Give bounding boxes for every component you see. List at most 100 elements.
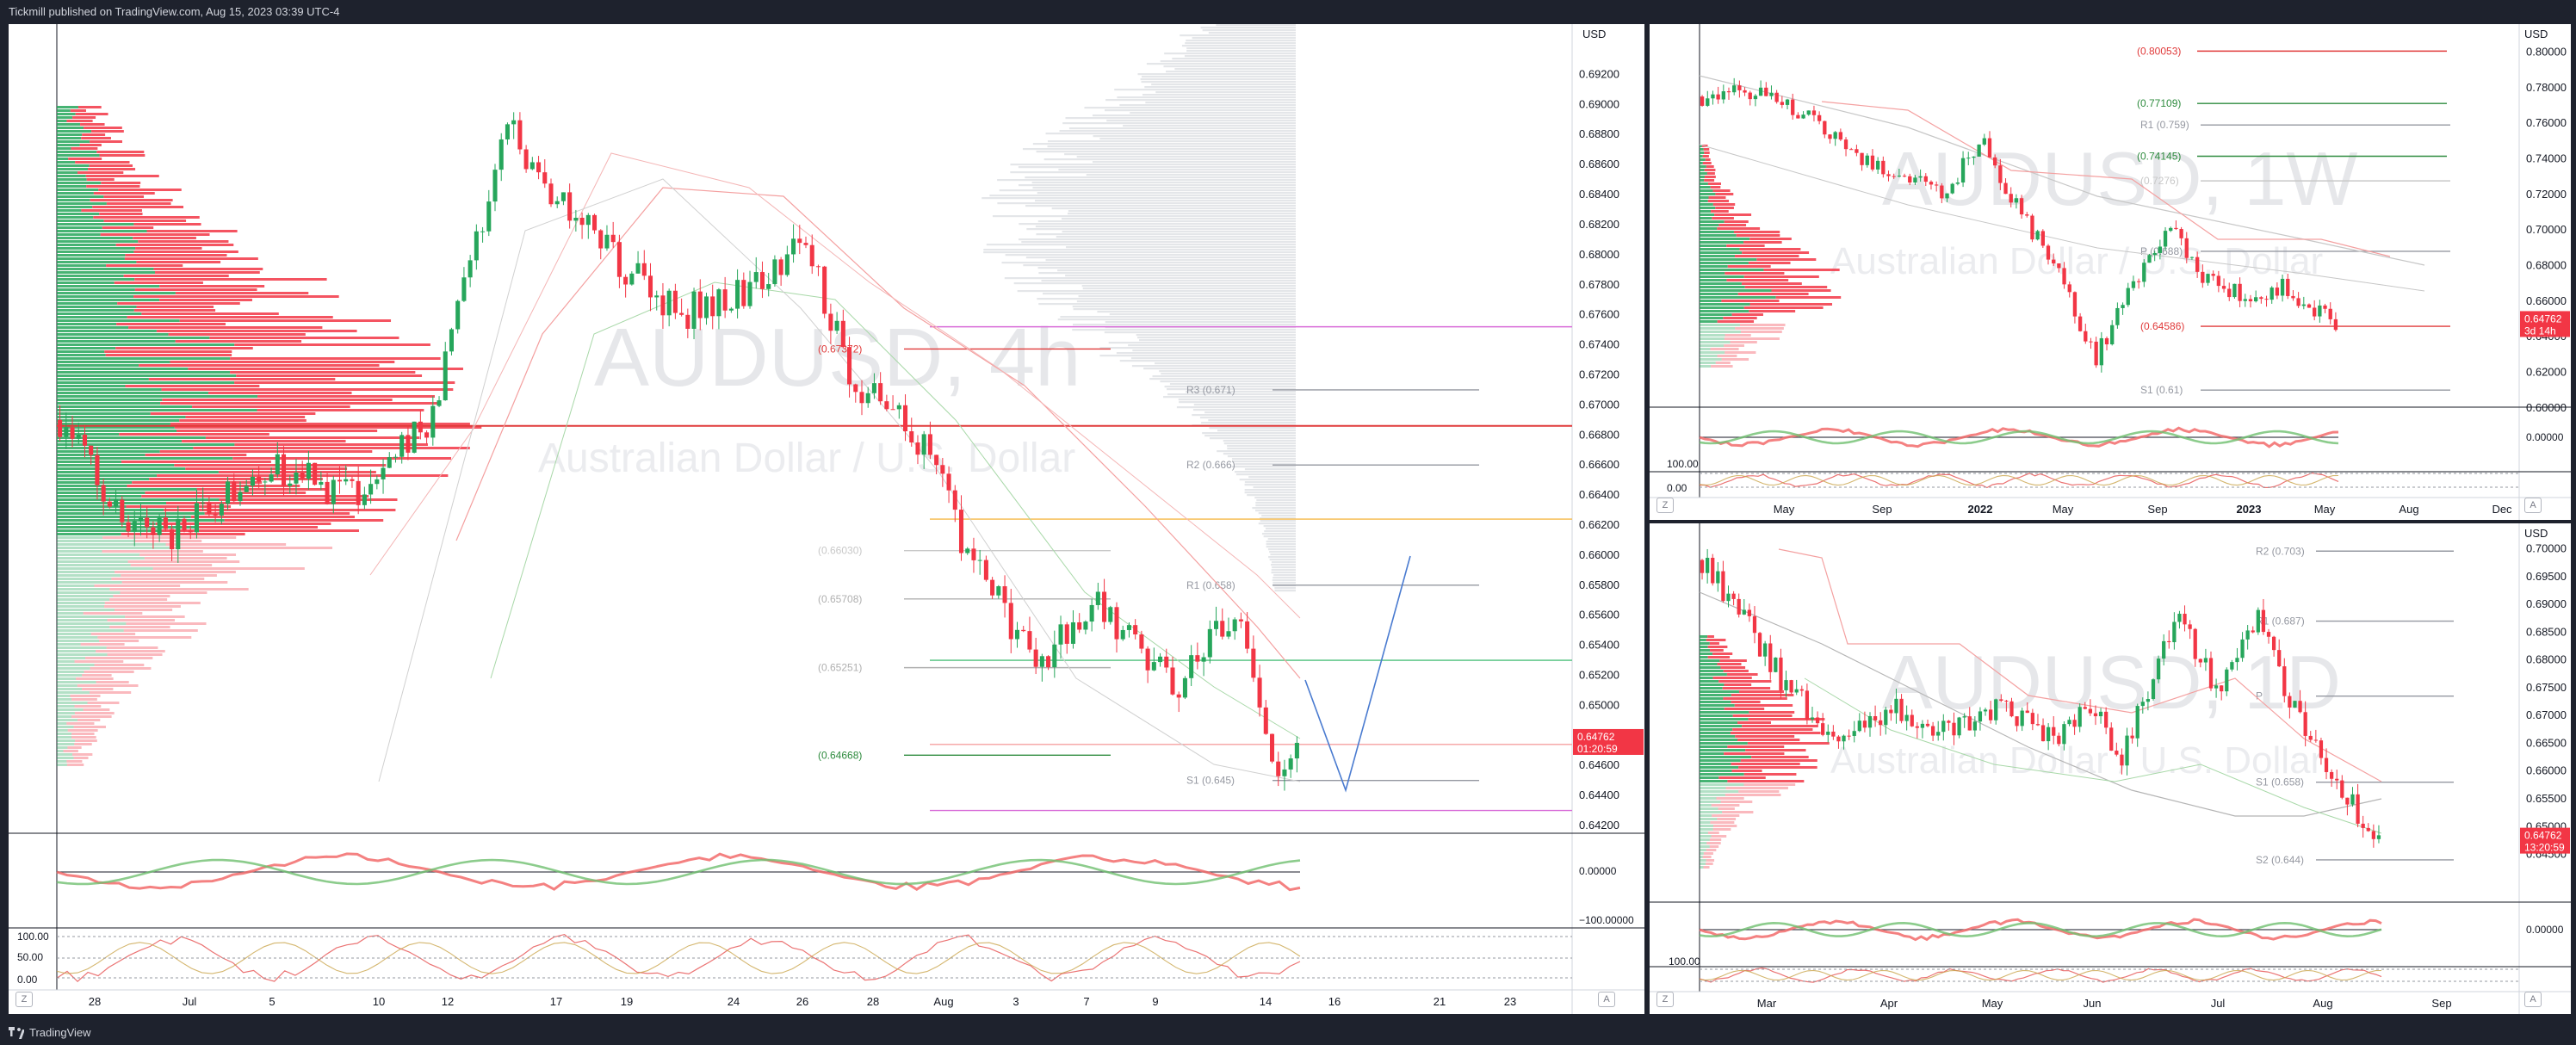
auto-scale-button[interactable]: A	[2524, 992, 2542, 1007]
volume-profile-bar	[1128, 344, 1296, 347]
volume-profile-buy-bar	[57, 340, 176, 343]
volume-profile-sell-bar	[73, 726, 106, 728]
volume-profile-buy-bar	[57, 591, 121, 594]
volume-profile-bar	[1151, 83, 1296, 86]
candle-body	[2131, 281, 2136, 288]
volume-profile-bar	[1062, 122, 1296, 125]
auto-scale-button[interactable]: A	[2524, 498, 2542, 513]
volume-profile-sell-bar	[224, 519, 384, 522]
volume-profile-buy-bar	[1700, 293, 1738, 295]
volume-profile-bar	[989, 195, 1296, 197]
auto-scale-button[interactable]: A	[1598, 992, 1615, 1007]
volume-profile-sell-bar	[1703, 866, 1710, 869]
volume-profile-sell-bar	[71, 698, 97, 701]
volume-profile-sell-bar	[1725, 351, 1756, 354]
volume-profile-sell-bar	[103, 220, 187, 222]
volume-profile-buy-bar	[1700, 756, 1752, 758]
candle-body	[2089, 341, 2093, 343]
volume-profile-bar	[1097, 311, 1296, 313]
volume-profile-bar	[1072, 306, 1296, 308]
volume-profile-bar	[1099, 138, 1296, 140]
volume-profile-sell-bar	[121, 574, 217, 577]
volume-profile-buy-bar	[57, 326, 129, 329]
volume-profile-sell-bar	[68, 158, 102, 160]
time-tick-label: 21	[1434, 995, 1446, 1008]
volume-profile-buy-bar	[1700, 708, 1725, 710]
footer-brand[interactable]: TradingView	[29, 1026, 91, 1039]
candle-body	[2301, 304, 2306, 306]
volume-profile-sell-bar	[111, 578, 205, 580]
volume-profile-bar	[1130, 112, 1296, 114]
chart-1w-svg[interactable]: AUDUSD, 1W Australian Dollar / U.S. Doll…	[1650, 24, 2571, 520]
candle-body	[1757, 633, 1762, 657]
chart-4h-svg[interactable]: AUDUSD, 4h Australian Dollar / U.S. Doll…	[9, 24, 1644, 1014]
candle-body	[1983, 709, 1988, 712]
volume-profile-sell-bar	[81, 209, 142, 212]
candle-body	[971, 548, 976, 560]
candle-body	[1870, 155, 1875, 170]
zoom-button[interactable]: Z	[1656, 992, 1674, 1007]
chart-panel-4h[interactable]: AUDUSD, 4h Australian Dollar / U.S. Doll…	[9, 24, 1644, 1014]
volume-profile-buy-bar	[57, 702, 88, 704]
candle-body	[170, 529, 175, 550]
candle-body	[2313, 307, 2317, 317]
zoom-button[interactable]: Z	[1656, 498, 1674, 513]
volume-profile-sell-bar	[121, 533, 245, 535]
candle-body	[2035, 724, 2040, 726]
volume-profile-sell-bar	[99, 213, 143, 215]
volume-profile-bar	[1227, 455, 1296, 458]
chart-1d-svg[interactable]: AUDUSD, 1D Australian Dollar / U.S. Doll…	[1650, 523, 2571, 1014]
candle-body	[114, 499, 119, 507]
volume-profile-bar	[1268, 556, 1296, 559]
chart-panel-1w[interactable]: AUDUSD, 1W Australian Dollar / U.S. Doll…	[1650, 24, 2571, 520]
volume-profile-sell-bar	[133, 237, 196, 239]
volume-profile-sell-bar	[1711, 210, 1729, 213]
volume-profile-sell-bar	[1743, 241, 1782, 244]
candle-body	[2313, 739, 2318, 741]
candle-body	[722, 289, 728, 311]
volume-profile-bar	[1167, 393, 1296, 396]
volume-profile-buy-bar	[1700, 200, 1708, 202]
volume-profile-bar	[1136, 334, 1296, 337]
candle-body	[2188, 624, 2192, 629]
chart-panel-1d[interactable]: AUDUSD, 1D Australian Dollar / U.S. Doll…	[1650, 523, 2571, 1014]
volume-profile-sell-bar	[86, 178, 115, 181]
volume-profile-buy-bar	[57, 171, 77, 174]
volume-profile-buy-bar	[57, 708, 84, 711]
volume-profile-buy-bar	[57, 206, 93, 208]
volume-profile-bar	[1223, 442, 1296, 445]
candle-body	[275, 454, 280, 475]
oscillator-line	[56, 933, 1301, 983]
candle-body	[282, 454, 287, 486]
volume-profile-sell-bar	[120, 591, 207, 594]
candle-body	[2256, 609, 2260, 633]
volume-profile-sell-bar	[1738, 690, 1784, 693]
volume-profile-buy-bar	[57, 278, 135, 281]
volume-profile-sell-bar	[1743, 783, 1796, 786]
volume-profile-buy-bar	[57, 443, 235, 446]
volume-profile-bar	[1263, 535, 1296, 538]
volume-profile-buy-bar	[1700, 248, 1740, 250]
price-tick-label: 0.68000	[2526, 653, 2567, 666]
candle-body	[263, 481, 268, 483]
candle-body	[2235, 658, 2239, 663]
volume-profile-buy-bar	[1700, 739, 1737, 741]
pivot-level-label: (0.65708)	[818, 593, 862, 605]
zoom-button[interactable]: Z	[15, 992, 33, 1007]
volume-profile-bar	[1076, 156, 1296, 158]
candle-body	[2253, 297, 2258, 302]
volume-profile-buy-bar	[57, 151, 97, 153]
volume-profile-sell-bar	[1732, 728, 1813, 731]
candle-body	[1865, 155, 1869, 165]
volume-profile-bar	[1272, 579, 1296, 582]
candle-body	[1232, 619, 1237, 632]
volume-profile-sell-bar	[75, 161, 130, 164]
volume-profile-sell-bar	[1749, 711, 1795, 714]
candle-body	[1941, 720, 1946, 733]
candle-body	[2259, 297, 2263, 300]
price-tick-label: 0.68000	[2526, 259, 2567, 272]
volume-profile-buy-bar	[57, 760, 67, 763]
volume-profile-sell-bar	[1704, 151, 1710, 154]
candle-body	[505, 124, 510, 139]
volume-profile-buy-bar	[57, 202, 107, 205]
